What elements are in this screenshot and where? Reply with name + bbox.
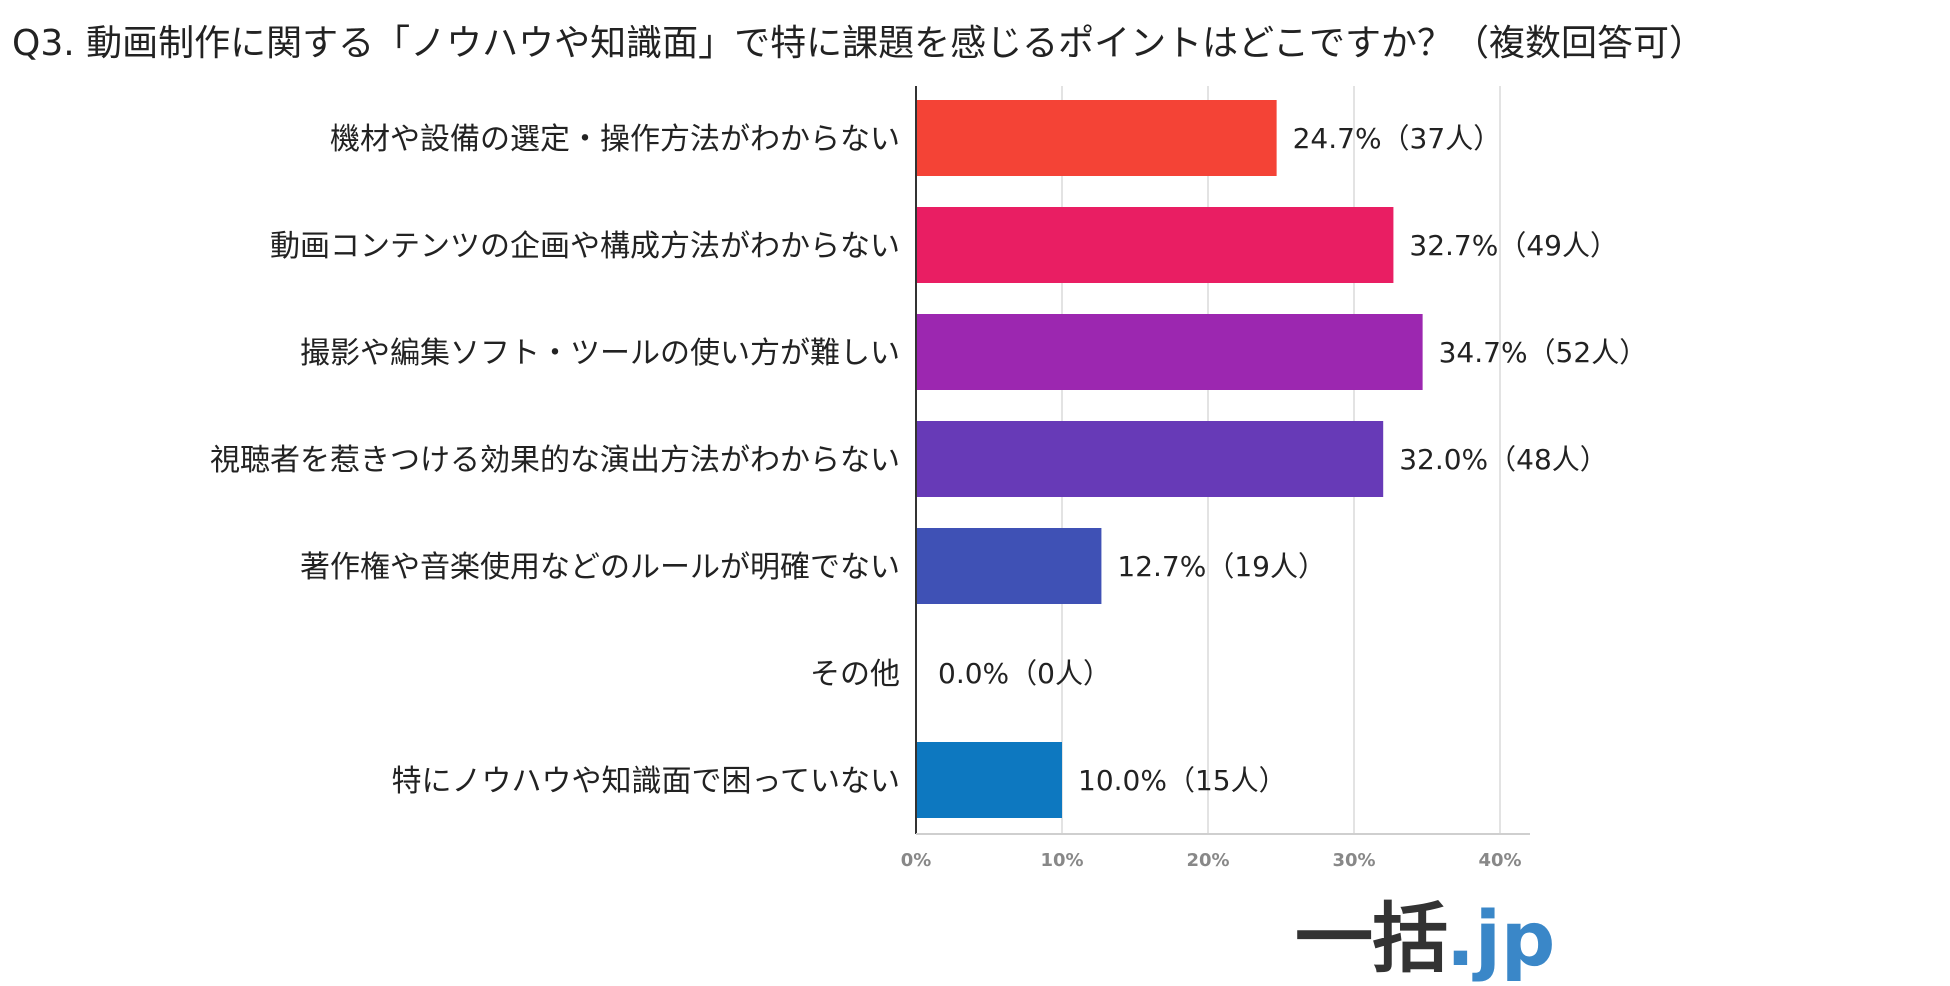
category-label: 視聴者を惹きつける効果的な演出方法がわからない [210, 443, 900, 478]
category-labels: 機材や設備の選定・操作方法がわからない動画コンテンツの企画や構成方法がわからない… [210, 122, 900, 799]
data-label: 32.0%（48人） [1399, 443, 1608, 476]
data-label: 34.7%（52人） [1439, 336, 1648, 369]
chart-title: Q3. 動画制作に関する「ノウハウや知識面」で特に課題を感じるポイントはどこです… [12, 23, 1705, 64]
x-tick-label: 0% [901, 850, 932, 871]
data-labels: 24.7%（37人） 32.7%（49人） 34.7%（52人） 32.0%（48人）… [938, 122, 1647, 797]
x-tick-label: 10% [1040, 850, 1083, 871]
data-label: 32.7%（49人） [1409, 229, 1618, 262]
category-label: 動画コンテンツの企画や構成方法がわからない [270, 229, 900, 264]
bar [916, 421, 1384, 497]
x-tick-label: 30% [1332, 850, 1375, 871]
data-label: 0.0%（0人） [938, 657, 1111, 690]
data-label: 12.7%（19人） [1117, 550, 1326, 583]
bar [916, 100, 1277, 176]
category-label: その他 [810, 657, 900, 692]
bar [916, 207, 1394, 283]
x-tick-label: 40% [1478, 850, 1521, 871]
x-axis-ticks: 0% 10% 20% 30% 40% [901, 850, 1522, 871]
category-label: 特にノウハウや知識面で困っていない [392, 764, 901, 799]
logo-jp: .jp [1446, 894, 1555, 983]
logo-kanji: 括 [1372, 894, 1448, 983]
category-label: 著作権や音楽使用などのルールが明確でない [300, 550, 900, 585]
bar [916, 528, 1102, 604]
bars [916, 100, 1423, 818]
x-tick-label: 20% [1186, 850, 1229, 871]
data-label: 10.0%（15人） [1078, 764, 1287, 797]
bar [916, 742, 1062, 818]
bar [916, 314, 1423, 390]
category-label: 機材や設備の選定・操作方法がわからない [330, 122, 900, 157]
data-label: 24.7%（37人） [1293, 122, 1502, 155]
logo-dash: 一 [1295, 894, 1373, 984]
category-label: 撮影や編集ソフト・ツールの使い方が難しい [300, 336, 900, 371]
ikkatsu-logo: 一 括 .jp [1295, 894, 1555, 984]
